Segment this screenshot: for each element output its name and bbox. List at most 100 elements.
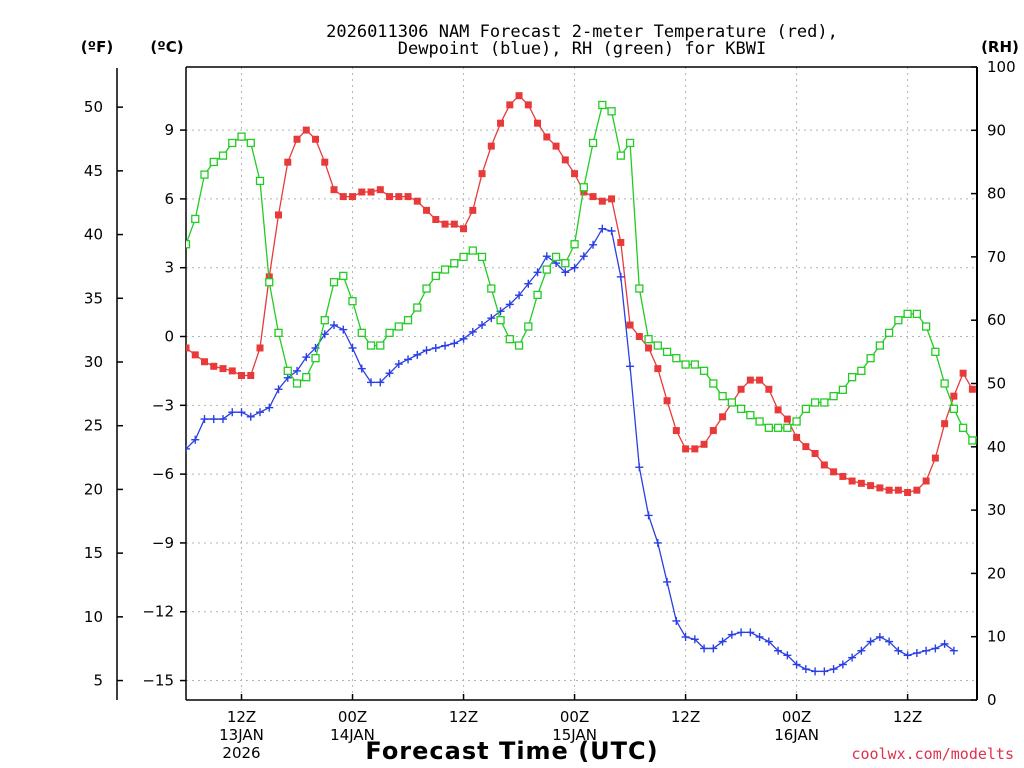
- dewpoint-point: [186, 444, 190, 453]
- rh-point: [903, 309, 912, 319]
- rh-point: [653, 341, 662, 350]
- rh-point: [561, 259, 570, 268]
- rh-point: [829, 392, 838, 401]
- rh-point: [283, 366, 292, 375]
- dewpoint-point: [293, 366, 302, 375]
- rh-point: [792, 417, 801, 426]
- celsius-tick-label: 0: [164, 328, 174, 346]
- series-lines: [186, 92, 977, 676]
- rh-point: [810, 398, 820, 407]
- rh-point: [394, 322, 403, 331]
- temperature-point: [922, 477, 930, 485]
- rh-point: [662, 347, 672, 357]
- rh-point: [551, 252, 561, 262]
- rh-point: [320, 316, 329, 325]
- rh-point: [570, 240, 579, 249]
- rh-point: [727, 398, 736, 407]
- dewpoint-point: [357, 364, 366, 373]
- dewpoint-point: [626, 362, 635, 371]
- dewpoint-point: [302, 353, 311, 362]
- dewpoint-point: [764, 637, 773, 646]
- rh-point: [940, 379, 949, 388]
- temperature-point: [404, 193, 412, 201]
- fahrenheit-unit-label: (ºF): [81, 38, 113, 56]
- rh-point: [209, 157, 218, 167]
- rh-point: [681, 360, 690, 369]
- rh-unit-label: (RH): [981, 38, 1019, 56]
- dewpoint-point: [320, 330, 329, 339]
- temperature-point: [968, 385, 976, 393]
- temperature-point: [321, 158, 329, 166]
- temperature-point: [589, 193, 597, 201]
- temperature-point: [432, 216, 440, 224]
- dewpoint-point: [801, 665, 810, 674]
- dewpoint-point: [404, 355, 413, 364]
- dewpoint-point: [663, 577, 672, 586]
- rh-point: [265, 278, 274, 287]
- dewpoint-point: [579, 252, 588, 261]
- temperature-point: [904, 488, 912, 496]
- celsius-tick-label: −12: [142, 603, 174, 621]
- temperature-point: [700, 440, 708, 448]
- rh-point: [764, 423, 773, 432]
- temperature-point: [349, 193, 357, 201]
- dewpoint-point: [256, 408, 265, 417]
- rh-point: [542, 265, 551, 274]
- dewpoint-point: [792, 660, 801, 669]
- dewpoint-point: [348, 343, 357, 352]
- dewpoint-point: [848, 653, 857, 662]
- dewpoint-point: [820, 667, 829, 676]
- dewpoint-point: [940, 639, 949, 648]
- temperature-point: [487, 142, 495, 150]
- dewpoint-point: [283, 373, 292, 382]
- dewpoint-point: [774, 646, 783, 655]
- temperature-point: [941, 420, 949, 428]
- dewpoint-point: [209, 415, 218, 424]
- dewpoint-point: [524, 279, 533, 288]
- rh-point: [755, 417, 764, 426]
- fahrenheit-tick-label: 20: [84, 480, 103, 498]
- temperature-point: [450, 220, 458, 228]
- dewpoint-point: [681, 632, 690, 641]
- x-axis-title: Forecast Time (UTC): [365, 737, 658, 765]
- rh-point: [237, 132, 246, 141]
- dewpoint-point: [533, 268, 542, 277]
- rh-tick-label: 20: [987, 564, 1006, 582]
- dewpoint-point: [783, 651, 792, 660]
- dewpoint-point: [441, 341, 450, 350]
- dewpoint-point: [385, 369, 394, 378]
- rh-point: [801, 404, 810, 413]
- rh-point: [625, 138, 635, 148]
- temperature-point: [534, 119, 542, 127]
- temperature-point: [719, 413, 727, 421]
- temperature-point: [330, 186, 338, 194]
- dewpoint-point: [672, 616, 681, 625]
- fahrenheit-tick-label: 15: [84, 544, 103, 562]
- dewpoint-point: [885, 637, 894, 646]
- fahrenheit-tick-label: 40: [84, 226, 103, 244]
- rh-point: [302, 373, 311, 382]
- rh-point: [690, 360, 699, 369]
- dewpoint-point: [487, 314, 496, 323]
- dewpoint-point: [589, 240, 598, 249]
- temperature-point: [524, 101, 532, 109]
- temperature-point: [811, 449, 819, 457]
- rh-point: [468, 246, 477, 255]
- rh-point: [921, 322, 931, 331]
- dewpoint-point: [431, 343, 440, 352]
- temperature-point: [654, 365, 662, 373]
- rh-point: [958, 423, 968, 432]
- temperature-point: [478, 170, 486, 178]
- fahrenheit-tick-label: 45: [84, 162, 103, 180]
- credit-link[interactable]: coolwx.com/modelts: [851, 745, 1014, 763]
- rh-point: [403, 316, 413, 325]
- dewpoint-point: [737, 628, 746, 637]
- temperature-point: [931, 454, 939, 462]
- dewpoint-point: [413, 350, 422, 359]
- temperature-point: [783, 415, 791, 423]
- temperature-point: [617, 238, 625, 246]
- dewpoint-point: [912, 649, 921, 658]
- rh-point: [820, 398, 829, 407]
- dewpoint-point: [274, 385, 283, 394]
- rh-point: [949, 404, 959, 413]
